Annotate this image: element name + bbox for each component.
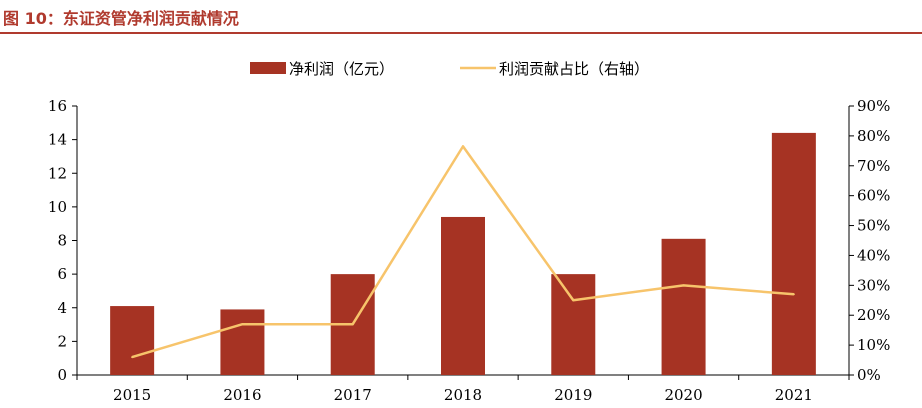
right-tick-label: 60% [857, 187, 890, 205]
x-tick-label: 2017 [334, 386, 372, 404]
right-tick-label: 70% [857, 157, 890, 175]
right-tick-label: 30% [857, 276, 890, 294]
bar [110, 306, 155, 375]
bar [220, 309, 265, 375]
title-rule [0, 32, 922, 34]
line-point [131, 356, 134, 359]
left-tick-label: 12 [48, 164, 67, 182]
line-point [682, 284, 685, 287]
right-tick-label: 0% [857, 366, 881, 384]
right-tick-label: 10% [857, 336, 890, 354]
right-tick-label: 90% [857, 97, 890, 115]
title-bar: 图 10：东证资管净利润贡献情况 [0, 0, 922, 36]
right-tick-label: 20% [857, 306, 890, 324]
line-point [351, 323, 354, 326]
line-point [241, 323, 244, 326]
left-tick-label: 16 [48, 97, 67, 115]
line-point [462, 145, 464, 148]
legend-label-bar: 净利润（亿元） [289, 60, 394, 78]
bar [771, 132, 816, 375]
left-tick-label: 0 [57, 366, 67, 384]
legend: 净利润（亿元） 利润贡献占比（右轴） [250, 60, 649, 78]
right-tick-label: 50% [857, 217, 890, 235]
left-tick-label: 6 [57, 265, 67, 283]
left-tick-label: 8 [57, 232, 67, 250]
x-tick-label: 2020 [664, 386, 702, 404]
legend-label-line: 利润贡献占比（右轴） [499, 60, 649, 78]
bars [110, 132, 816, 375]
x-tick-label: 2015 [113, 386, 151, 404]
right-tick-label: 80% [857, 127, 890, 145]
x-tick-label: 2021 [775, 386, 813, 404]
x-tick-label: 2018 [444, 386, 482, 404]
x-tick-label: 2016 [223, 386, 261, 404]
left-tick-label: 2 [57, 332, 67, 350]
chart-title: 图 10：东证资管净利润贡献情况 [3, 9, 239, 28]
axes: 0 2 4 6 8 10 12 14 16 0% 10% 20% 30% 40% 50% 60% 70% 80% 9… [48, 97, 890, 404]
left-tick-label: 4 [57, 299, 67, 317]
left-tick-label: 10 [48, 198, 67, 216]
bar [551, 274, 596, 375]
line-point [792, 293, 795, 296]
bar [661, 238, 706, 375]
x-tick-label: 2019 [554, 386, 592, 404]
line-series [131, 145, 795, 359]
left-tick-label: 14 [48, 131, 67, 149]
line-point [572, 299, 575, 302]
right-tick-label: 40% [857, 246, 890, 264]
bar [441, 216, 485, 375]
legend-swatch-bar [250, 62, 286, 74]
